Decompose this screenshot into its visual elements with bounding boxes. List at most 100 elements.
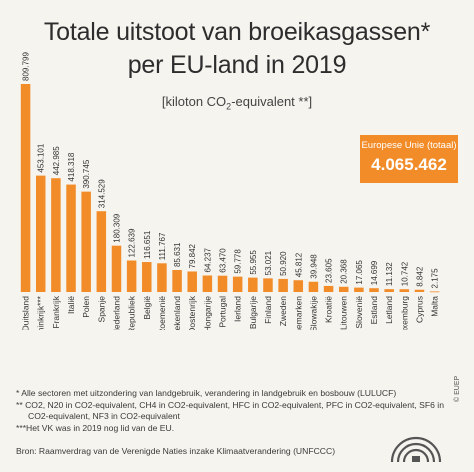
unit-suffix: -equivalent **] — [231, 94, 313, 109]
unit-prefix: [kiloton CO — [161, 94, 227, 109]
value-label-22: 17.065 — [355, 260, 364, 285]
category-label-9: Roemenië — [157, 296, 167, 330]
category-label-21: Litouwen — [339, 296, 349, 330]
value-label-4: 390.745 — [82, 159, 91, 188]
value-label-24: 11.132 — [385, 262, 394, 286]
category-label-6: Nederland — [111, 296, 121, 330]
bar-17 — [278, 278, 288, 292]
parliament-hemicycle-icon — [390, 436, 442, 463]
bar-8 — [142, 262, 152, 292]
value-label-1: 453.101 — [37, 143, 46, 172]
bar-7 — [126, 260, 137, 292]
value-label-16: 53.021 — [264, 250, 273, 275]
category-label-12: Hongarije — [202, 296, 212, 330]
category-label-7: Tsjechische Republiek — [127, 295, 137, 330]
value-label-11: 79.842 — [188, 243, 197, 268]
bar-6 — [111, 245, 122, 292]
value-label-15: 55.955 — [249, 250, 258, 275]
category-label-14: Ierland — [233, 296, 243, 322]
category-label-0: Duitsland — [21, 296, 31, 330]
bar-3 — [66, 184, 76, 292]
unit-subtitle: [kiloton CO2-equivalent **] — [0, 94, 474, 112]
bar-9 — [157, 263, 167, 292]
category-label-27: Malta — [430, 296, 440, 317]
value-label-2: 442.985 — [52, 146, 61, 175]
value-label-6: 180.309 — [112, 213, 121, 242]
footnotes: * Alle sectoren met uitzondering van lan… — [16, 388, 456, 434]
value-label-10: 85.631 — [173, 242, 182, 267]
value-label-8: 116.651 — [143, 230, 152, 259]
bar-24 — [384, 289, 394, 292]
bar-18 — [293, 280, 304, 292]
bar-27 — [429, 291, 440, 293]
bar-10 — [172, 270, 182, 292]
bar-22 — [354, 287, 364, 292]
bar-5 — [96, 211, 107, 292]
category-label-1: Verenigd Koninkrijk*** — [36, 295, 46, 330]
category-label-5: Spanje — [96, 296, 106, 323]
value-label-23: 14.699 — [370, 260, 379, 285]
eu-total-value: 4.065.462 — [371, 155, 447, 174]
value-label-3: 418.318 — [67, 152, 76, 181]
value-label-7: 122.639 — [128, 228, 137, 257]
title-line-2: per EU-land in 2019 — [127, 51, 347, 79]
value-label-27: 2.175 — [431, 268, 440, 289]
bar-2 — [51, 178, 61, 292]
bar-13 — [217, 275, 228, 292]
bar-20 — [323, 285, 334, 292]
bar-4 — [81, 191, 91, 292]
value-label-14: 59.778 — [234, 249, 243, 274]
bar-1 — [35, 175, 46, 292]
bar-11 — [187, 271, 197, 292]
value-label-9: 111.767 — [158, 232, 167, 260]
source-note: Bron: Raamverdrag van de Verenigde Natie… — [16, 446, 336, 456]
unit-subscript: 2 — [226, 101, 232, 112]
value-label-19: 39.948 — [309, 254, 318, 279]
category-label-15: Bulgarije — [248, 296, 258, 329]
category-label-4: Polen — [81, 296, 91, 318]
bar-16 — [263, 278, 273, 292]
value-label-5: 314.529 — [97, 179, 106, 208]
category-label-10: Griekenland — [172, 296, 182, 330]
footnote-3: ***Het VK was in 2019 nog lid van de EU. — [16, 422, 175, 433]
chart-title: Totale uitstoot van broeikasgassen* per … — [0, 16, 474, 82]
bar-14 — [232, 276, 243, 292]
category-label-17: Zweden — [278, 296, 288, 327]
eu-total-box: Europese Unie (totaal) 4.065.462 — [360, 135, 458, 183]
bar-19 — [308, 281, 319, 292]
footnote-2-continued: CO2-equivalent, NF3 in CO2-equivalent — [28, 411, 180, 421]
value-label-26: 8.842 — [415, 266, 424, 287]
footnote-1: * Alle sectoren met uitzondering van lan… — [16, 388, 397, 398]
bar-15 — [248, 277, 258, 292]
copyright-text: © EUEP — [454, 375, 461, 402]
category-label-11: Oostenrijk — [187, 295, 197, 330]
bar-12 — [202, 275, 213, 292]
value-label-12: 64.237 — [203, 247, 212, 272]
bar-23 — [369, 288, 379, 292]
bar-chart: 809.799 Duitsland 453.101 Verenigd Koninkri… — [20, 52, 440, 330]
category-label-2: Frankrijk — [51, 295, 61, 328]
category-label-22: Slovenië — [354, 296, 364, 329]
bar-0 — [20, 84, 31, 292]
category-label-19: Slowakije — [308, 296, 318, 330]
category-label-23: Estland — [369, 296, 379, 325]
title-line-1: Totale uitstoot van broeikasgassen* — [43, 18, 431, 46]
value-label-25: 10.742 — [400, 261, 409, 286]
category-label-20: Kroatië — [324, 296, 334, 323]
value-label-13: 63.470 — [219, 248, 228, 273]
category-label-13: Portugal — [218, 296, 228, 328]
category-label-3: Italië — [66, 296, 76, 314]
footnote-2: ** CO2, N20 in CO2-equivalent, CH4 in CO… — [16, 399, 444, 410]
category-label-16: Finland — [263, 296, 273, 324]
bar-25 — [399, 289, 410, 292]
category-label-24: Letland — [384, 296, 394, 324]
bar-26 — [414, 289, 425, 292]
bar-21 — [338, 286, 349, 292]
category-label-18: Denemarken — [293, 296, 303, 330]
value-label-0: 809.799 — [22, 52, 31, 81]
value-label-17: 50.920 — [279, 251, 288, 276]
value-label-18: 45.812 — [294, 252, 303, 277]
category-label-25: Luxemburg — [399, 296, 409, 330]
eu-total-label: Europese Unie (totaal) — [361, 140, 457, 151]
value-label-20: 23.605 — [325, 258, 334, 283]
